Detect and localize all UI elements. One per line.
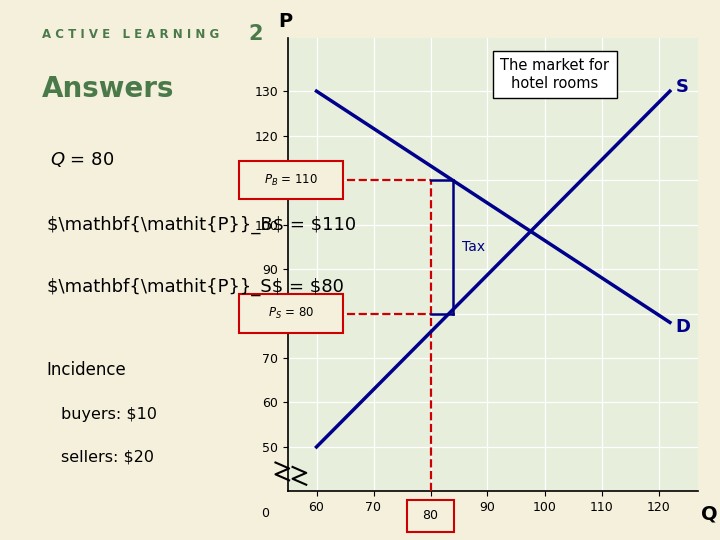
Text: Tax: Tax (462, 240, 485, 254)
FancyBboxPatch shape (239, 161, 343, 199)
Text: $\mathbf{\mathit{P}}_S$ = $80: $\mathbf{\mathit{P}}_S$ = $80 (47, 278, 343, 296)
Text: Q: Q (701, 504, 718, 523)
Text: S: S (675, 78, 688, 96)
Text: 80: 80 (423, 509, 438, 522)
Text: $\mathbf{\mathit{Q}}$ = 80: $\mathbf{\mathit{Q}}$ = 80 (50, 150, 114, 168)
Text: 2: 2 (248, 24, 263, 44)
Text: P: P (278, 12, 292, 31)
FancyBboxPatch shape (239, 294, 343, 333)
Text: D: D (675, 318, 690, 336)
Text: buyers: $10: buyers: $10 (61, 407, 157, 422)
Text: Answers: Answers (42, 75, 174, 103)
Text: 0: 0 (261, 507, 269, 520)
Text: $\mathbf{\mathit{P}}_S$ = 80: $\mathbf{\mathit{P}}_S$ = 80 (268, 306, 314, 321)
Text: A C T I V E   L E A R N I N G: A C T I V E L E A R N I N G (42, 28, 219, 41)
Text: Incidence: Incidence (47, 361, 127, 379)
FancyBboxPatch shape (407, 500, 454, 532)
Text: sellers: $20: sellers: $20 (61, 450, 154, 465)
Text: $\mathbf{\mathit{P}}_B$ = $110: $\mathbf{\mathit{P}}_B$ = $110 (47, 215, 356, 234)
Text: $\mathbf{\mathit{P}}_B$ = 110: $\mathbf{\mathit{P}}_B$ = 110 (264, 173, 318, 188)
Text: The market for
hotel rooms: The market for hotel rooms (500, 58, 609, 91)
